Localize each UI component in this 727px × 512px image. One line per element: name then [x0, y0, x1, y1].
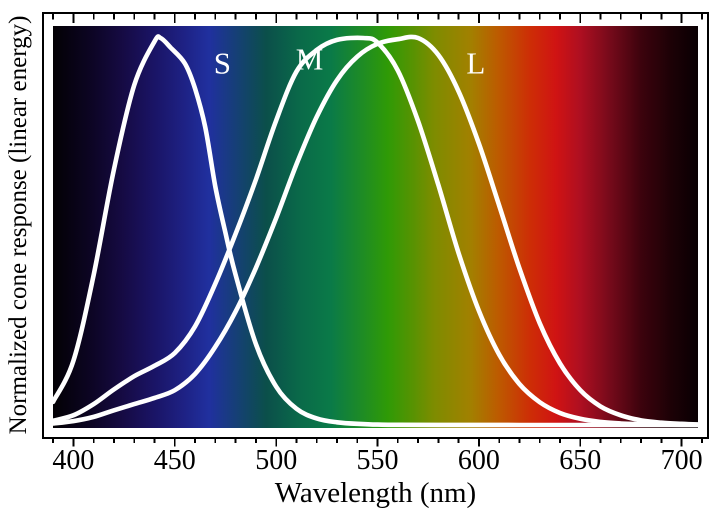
x-tick-label-600: 600 [457, 445, 500, 476]
x-axis-ticks [52, 14, 703, 447]
curve-label-l: L [466, 45, 486, 81]
x-tick-label-550: 550 [356, 445, 399, 476]
curve-s-cone [53, 34, 698, 428]
curve-label-m: M [295, 41, 324, 77]
x-tick-label-700: 700 [660, 445, 703, 476]
curve-label-s: S [213, 45, 232, 81]
x-axis-label: Wavelength (nm) [274, 477, 477, 509]
curve-m-cone [53, 35, 698, 428]
curve-l-cone [53, 34, 698, 427]
cone-response-curves [53, 34, 698, 428]
plot-frame [42, 12, 709, 439]
x-tick-label-450: 450 [153, 445, 196, 476]
x-tick-label-650: 650 [559, 445, 602, 476]
x-tick-label-500: 500 [255, 445, 298, 476]
x-tick-label-400: 400 [52, 445, 95, 476]
